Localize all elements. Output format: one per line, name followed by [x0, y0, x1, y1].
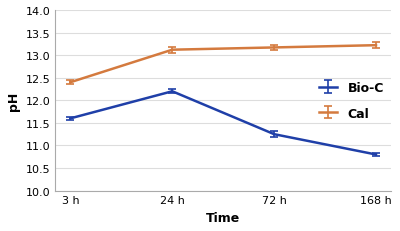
Y-axis label: pH: pH: [7, 91, 20, 110]
X-axis label: Time: Time: [206, 211, 240, 224]
Legend: Bio-C, Cal: Bio-C, Cal: [314, 77, 389, 125]
